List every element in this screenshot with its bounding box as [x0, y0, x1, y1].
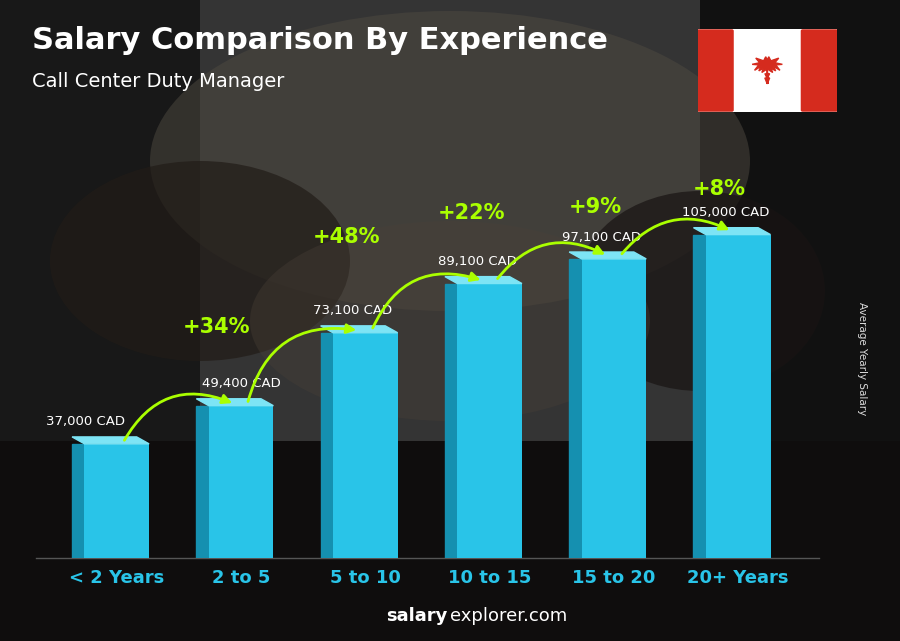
Polygon shape: [196, 399, 274, 406]
Bar: [706, 235, 770, 558]
Polygon shape: [752, 57, 782, 84]
Bar: [209, 406, 274, 558]
Polygon shape: [445, 283, 457, 558]
Bar: [581, 259, 646, 558]
Text: Call Center Duty Manager: Call Center Duty Manager: [32, 72, 284, 91]
Text: Salary Comparison By Experience: Salary Comparison By Experience: [32, 26, 608, 54]
Bar: [200, 0, 700, 441]
FancyBboxPatch shape: [695, 28, 840, 113]
FancyBboxPatch shape: [801, 29, 838, 112]
Bar: [0, 441, 900, 641]
Text: +34%: +34%: [183, 317, 250, 337]
Text: 89,100 CAD: 89,100 CAD: [437, 255, 517, 268]
Bar: [85, 444, 149, 558]
Polygon shape: [320, 326, 398, 333]
Bar: [0, 0, 200, 641]
Bar: [766, 75, 769, 84]
Polygon shape: [72, 437, 149, 444]
Text: 73,100 CAD: 73,100 CAD: [313, 304, 392, 317]
Polygon shape: [445, 277, 522, 283]
Ellipse shape: [575, 191, 825, 391]
Text: 37,000 CAD: 37,000 CAD: [46, 415, 125, 428]
Ellipse shape: [250, 221, 650, 421]
Polygon shape: [320, 333, 333, 558]
Polygon shape: [72, 444, 85, 558]
Text: +8%: +8%: [693, 179, 746, 199]
Polygon shape: [694, 235, 706, 558]
Ellipse shape: [50, 161, 350, 361]
Text: +9%: +9%: [569, 197, 622, 217]
Text: 105,000 CAD: 105,000 CAD: [682, 206, 770, 219]
Bar: [333, 333, 398, 558]
Bar: [0, 0, 900, 261]
Bar: [700, 0, 900, 641]
Polygon shape: [694, 228, 770, 235]
Polygon shape: [569, 252, 646, 259]
Text: 49,400 CAD: 49,400 CAD: [202, 378, 281, 390]
Text: +48%: +48%: [313, 228, 381, 247]
Text: 97,100 CAD: 97,100 CAD: [562, 231, 641, 244]
Text: Average Yearly Salary: Average Yearly Salary: [857, 303, 868, 415]
Polygon shape: [569, 259, 581, 558]
Ellipse shape: [150, 11, 750, 311]
Text: salary: salary: [386, 607, 447, 625]
FancyBboxPatch shape: [697, 29, 734, 112]
Bar: [457, 283, 522, 558]
Polygon shape: [196, 406, 209, 558]
Text: +22%: +22%: [437, 203, 505, 223]
Text: explorer.com: explorer.com: [450, 607, 567, 625]
